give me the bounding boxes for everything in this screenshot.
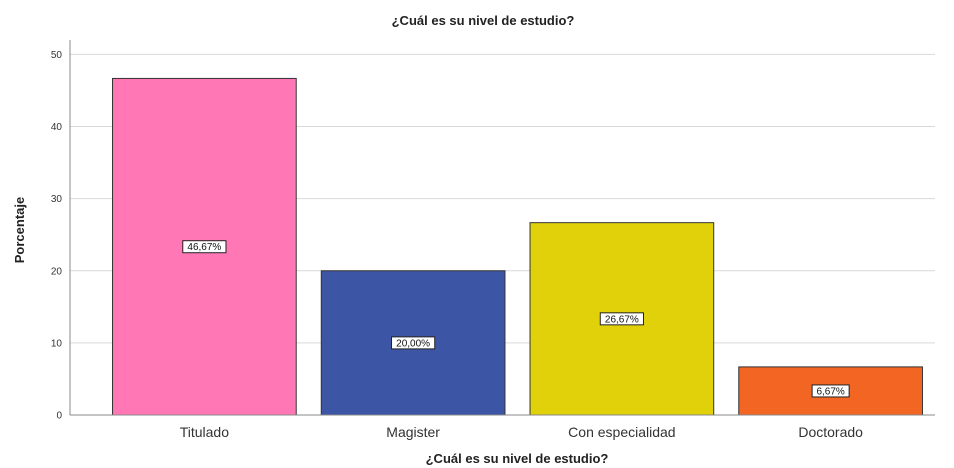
x-category-labels: Titulado Magister Con especialidad Doctorad… (180, 424, 863, 440)
data-label-text: 6,67% (816, 386, 844, 397)
data-label-box (811, 384, 850, 398)
data-label: 20,00% (391, 336, 436, 350)
x-category-label: Magister (386, 424, 440, 440)
y-tick-label: 30 (51, 194, 63, 205)
y-tick-label: 40 (51, 122, 63, 133)
data-label: 6,67% (811, 384, 850, 398)
x-category-label: Titulado (180, 424, 230, 440)
data-label: 46,67% (182, 240, 227, 254)
data-label-text: 26,67% (605, 314, 639, 325)
bars (112, 77, 923, 416)
data-label-text: 46,67% (187, 242, 221, 253)
data-label-box (391, 336, 436, 350)
data-label-text: 20,00% (396, 338, 430, 349)
data-label-box (599, 312, 644, 326)
y-axis-title: Porcentaje (12, 197, 27, 263)
y-tick-label: 20 (51, 266, 63, 277)
data-label-box (182, 240, 227, 254)
y-tick-label: 10 (51, 338, 63, 349)
x-category-label: Con especialidad (568, 424, 675, 440)
x-category-label: Doctorado (798, 424, 863, 440)
y-tick-label: 0 (56, 411, 62, 422)
x-axis-title: ¿Cuál es su nivel de estudio? (426, 451, 609, 466)
y-tick-labels: 0 10 20 30 40 50 (51, 50, 63, 422)
chart-title: ¿Cuál es su nivel de estudio? (392, 13, 575, 28)
data-labels: 46,67% 20,00% 26,67% 6,67% (182, 240, 850, 398)
data-label: 26,67% (599, 312, 644, 326)
y-tick-label: 50 (51, 50, 63, 61)
